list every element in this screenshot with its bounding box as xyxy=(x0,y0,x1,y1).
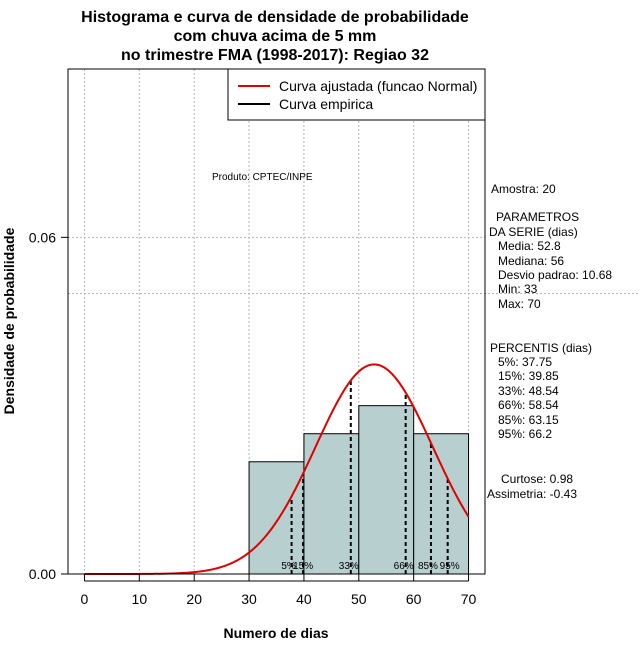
x-axis-title: Numero de dias xyxy=(223,625,328,641)
stat-p95: 95%: 66.2 xyxy=(498,427,552,441)
stat-p85: 85%: 63.15 xyxy=(498,413,559,427)
legend: Curva ajustada (funcao Normal) Curva emp… xyxy=(227,68,486,121)
stat-curtose: Curtose: 0.98 xyxy=(501,472,573,486)
histogram-bars xyxy=(248,405,470,575)
y-axis: 0.00 0.06 xyxy=(29,229,68,582)
stats-panel: Amostra: 20 PARAMETROS DA SERIE (dias) M… xyxy=(487,182,612,501)
percentile-label-1: 15% xyxy=(293,561,313,572)
stat-min: Min: 33 xyxy=(498,282,538,296)
stat-p33: 33%: 48.54 xyxy=(498,384,559,398)
percentile-label-3: 66% xyxy=(394,561,414,572)
stat-max: Max: 70 xyxy=(498,297,541,311)
product-label: Produto: CPTEC/INPE xyxy=(212,172,313,183)
y-axis-title: Densidade de probabilidade xyxy=(1,227,17,414)
chart-title-line-1: Histograma e curva de densidade de proba… xyxy=(81,9,469,26)
x-tick-label-4: 40 xyxy=(296,591,312,607)
stat-params-title-1: PARAMETROS xyxy=(496,210,579,224)
stat-assimetria: Assimetria: -0.43 xyxy=(487,487,577,501)
percentile-label-4: 85% xyxy=(418,561,438,572)
legend-box xyxy=(227,68,486,121)
x-tick-label-6: 60 xyxy=(406,591,422,607)
x-tick-label-5: 50 xyxy=(351,591,367,607)
stat-amostra: Amostra: 20 xyxy=(491,182,556,196)
x-axis: 0 10 20 30 40 50 60 70 xyxy=(81,574,477,607)
stat-p15: 15%: 39.85 xyxy=(498,369,559,383)
y-tick-label-0: 0.00 xyxy=(29,566,56,582)
stat-desvio: Desvio padrao: 10.68 xyxy=(498,268,612,282)
x-tick-label-3: 30 xyxy=(241,591,257,607)
x-tick-label-1: 10 xyxy=(132,591,148,607)
chart-title-line-2: com chuva acima de 5 mm xyxy=(174,28,377,45)
stat-params-title-2: DA SERIE (dias) xyxy=(489,225,578,239)
stat-mediana: Mediana: 56 xyxy=(498,254,564,268)
histogram-bar-0 xyxy=(248,461,305,575)
stat-percentis-title: PERCENTIS (dias) xyxy=(490,341,592,355)
percentile-label-5: 95% xyxy=(440,561,460,572)
y-tick-label-1: 0.06 xyxy=(29,229,56,245)
legend-label-normal: Curva ajustada (funcao Normal) xyxy=(279,78,477,94)
stat-p66: 66%: 58.54 xyxy=(498,398,559,412)
percentile-label-2: 33% xyxy=(339,561,359,572)
stat-media: Media: 52.8 xyxy=(498,239,561,253)
legend-label-empirical: Curva empirica xyxy=(279,96,373,112)
x-tick-label-2: 20 xyxy=(186,591,202,607)
stat-p5: 5%: 37.75 xyxy=(498,355,552,369)
x-tick-label-0: 0 xyxy=(81,591,89,607)
percentile-label-0: 5% xyxy=(281,561,296,572)
percentile-lines: 5%15% 33% 66% 85% 95% xyxy=(281,380,460,574)
x-tick-label-7: 70 xyxy=(461,591,477,607)
chart-title-line-3: no trimestre FMA (1998-2017): Regiao 32 xyxy=(121,47,429,64)
histogram-bar-2 xyxy=(358,405,415,575)
